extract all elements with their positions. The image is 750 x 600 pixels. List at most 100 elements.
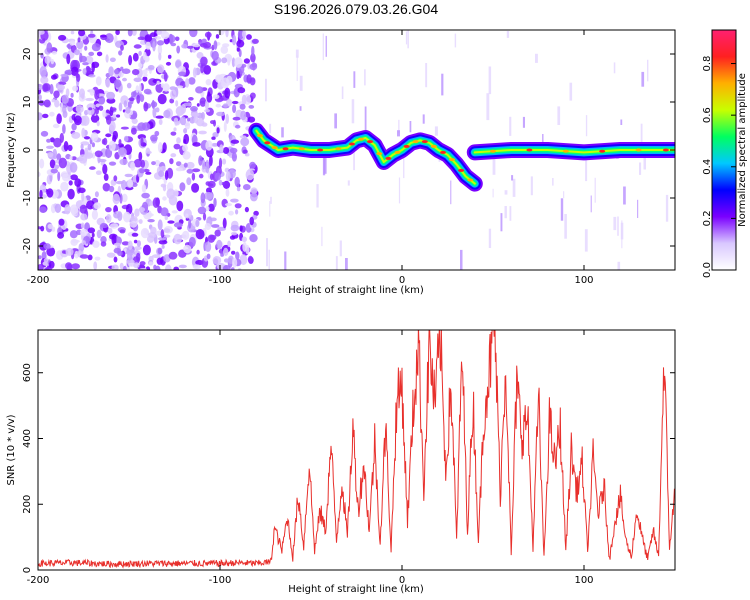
noise-blob — [200, 192, 206, 204]
noise-blob — [112, 134, 117, 143]
ridge-1-peak — [282, 147, 289, 151]
noise-blob — [167, 54, 172, 59]
y-tick-label: -20 — [22, 238, 33, 254]
streak — [620, 119, 623, 125]
noise-blob — [164, 234, 171, 238]
ridge-1-peak — [412, 140, 419, 144]
noise-blob — [145, 213, 154, 217]
noise-blob — [54, 99, 60, 108]
noise-blob — [105, 54, 109, 63]
noise-blob — [220, 252, 225, 257]
noise-blob — [145, 171, 152, 175]
streak — [585, 115, 588, 137]
noise-blob — [49, 159, 56, 169]
noise-blob — [130, 216, 138, 222]
ridge-1 — [248, 122, 483, 192]
noise-blob — [177, 85, 184, 89]
noise-blob — [174, 36, 180, 42]
streak — [321, 226, 323, 247]
noise-blob — [250, 192, 258, 202]
noise-blob — [212, 255, 222, 265]
noise-blob — [91, 142, 95, 148]
noise-blob — [84, 55, 94, 65]
noise-blob — [139, 261, 146, 266]
noise-blob — [170, 131, 177, 136]
noise-blob — [60, 73, 69, 77]
noise-blob — [200, 56, 208, 67]
noise-blob — [80, 213, 88, 221]
noise-blob — [111, 234, 117, 245]
noise-blob — [131, 127, 137, 135]
noise-blob — [128, 97, 135, 102]
streak — [522, 116, 525, 128]
noise-blob — [203, 65, 212, 75]
noise-blob — [193, 43, 200, 48]
noise-blob — [170, 89, 177, 100]
noise-blob — [192, 67, 197, 78]
noise-blob — [128, 55, 133, 66]
noise-blob — [52, 123, 60, 129]
noise-blob — [212, 94, 220, 99]
streak — [341, 86, 344, 99]
noise-blob — [70, 92, 74, 98]
streak — [397, 130, 400, 137]
noise-blob — [250, 92, 256, 99]
noise-blob — [192, 142, 201, 147]
noise-blob — [122, 77, 127, 82]
noise-blob — [152, 197, 160, 208]
noise-blob — [178, 71, 187, 77]
spectrogram-x-ticks: -200 -100 0 100 — [27, 30, 594, 286]
noise-blob — [133, 44, 142, 49]
noise-blob — [187, 117, 191, 122]
noise-blob — [207, 183, 214, 187]
noise-blob — [91, 209, 98, 220]
noise-blob — [80, 143, 84, 150]
noise-blob — [215, 34, 220, 39]
noise-blob — [236, 186, 241, 192]
streak — [450, 180, 452, 205]
y-tick-label: 0 — [22, 567, 33, 573]
streak — [665, 194, 669, 222]
noise-blob — [124, 173, 133, 178]
streak — [552, 178, 554, 186]
noise-blob — [58, 218, 65, 226]
y-tick-label: -10 — [22, 190, 33, 206]
colorbar-tick-label: 0.6 — [702, 107, 713, 123]
streak — [623, 186, 626, 205]
noise-blob — [241, 94, 247, 105]
noise-blob — [81, 115, 90, 126]
spectrogram-y-axis-label: Frequency (Hz) — [6, 112, 17, 188]
ridge-1-peak — [449, 158, 456, 162]
noise-blob — [49, 111, 55, 117]
noise-blob — [227, 240, 231, 247]
noise-blob — [195, 86, 204, 94]
noise-blob — [186, 45, 194, 49]
streak — [594, 177, 596, 203]
streak — [557, 106, 561, 125]
streak — [299, 75, 303, 91]
noise-blob — [64, 204, 71, 215]
noise-blob — [70, 174, 78, 181]
noise-blob — [92, 240, 100, 248]
noise-blob — [184, 121, 191, 130]
x-tick-label: 100 — [574, 575, 593, 586]
noise-blob — [231, 57, 236, 68]
noise-blob — [72, 85, 79, 92]
x-tick-label: -200 — [27, 275, 50, 286]
noise-blob — [183, 133, 190, 145]
streak — [641, 71, 645, 87]
noise-blob — [249, 234, 258, 243]
noise-blob — [191, 168, 201, 173]
streak — [434, 126, 438, 136]
noise-blob — [153, 264, 157, 270]
noise-blob — [65, 88, 70, 97]
noise-blob — [148, 231, 157, 239]
streak — [563, 191, 565, 199]
noise-blob — [126, 82, 132, 89]
noise-blob — [38, 94, 42, 101]
streak — [323, 149, 327, 174]
noise-blob — [236, 47, 240, 52]
noise-blob — [57, 81, 67, 86]
noise-blob — [214, 229, 221, 237]
noise-blob — [162, 196, 167, 201]
